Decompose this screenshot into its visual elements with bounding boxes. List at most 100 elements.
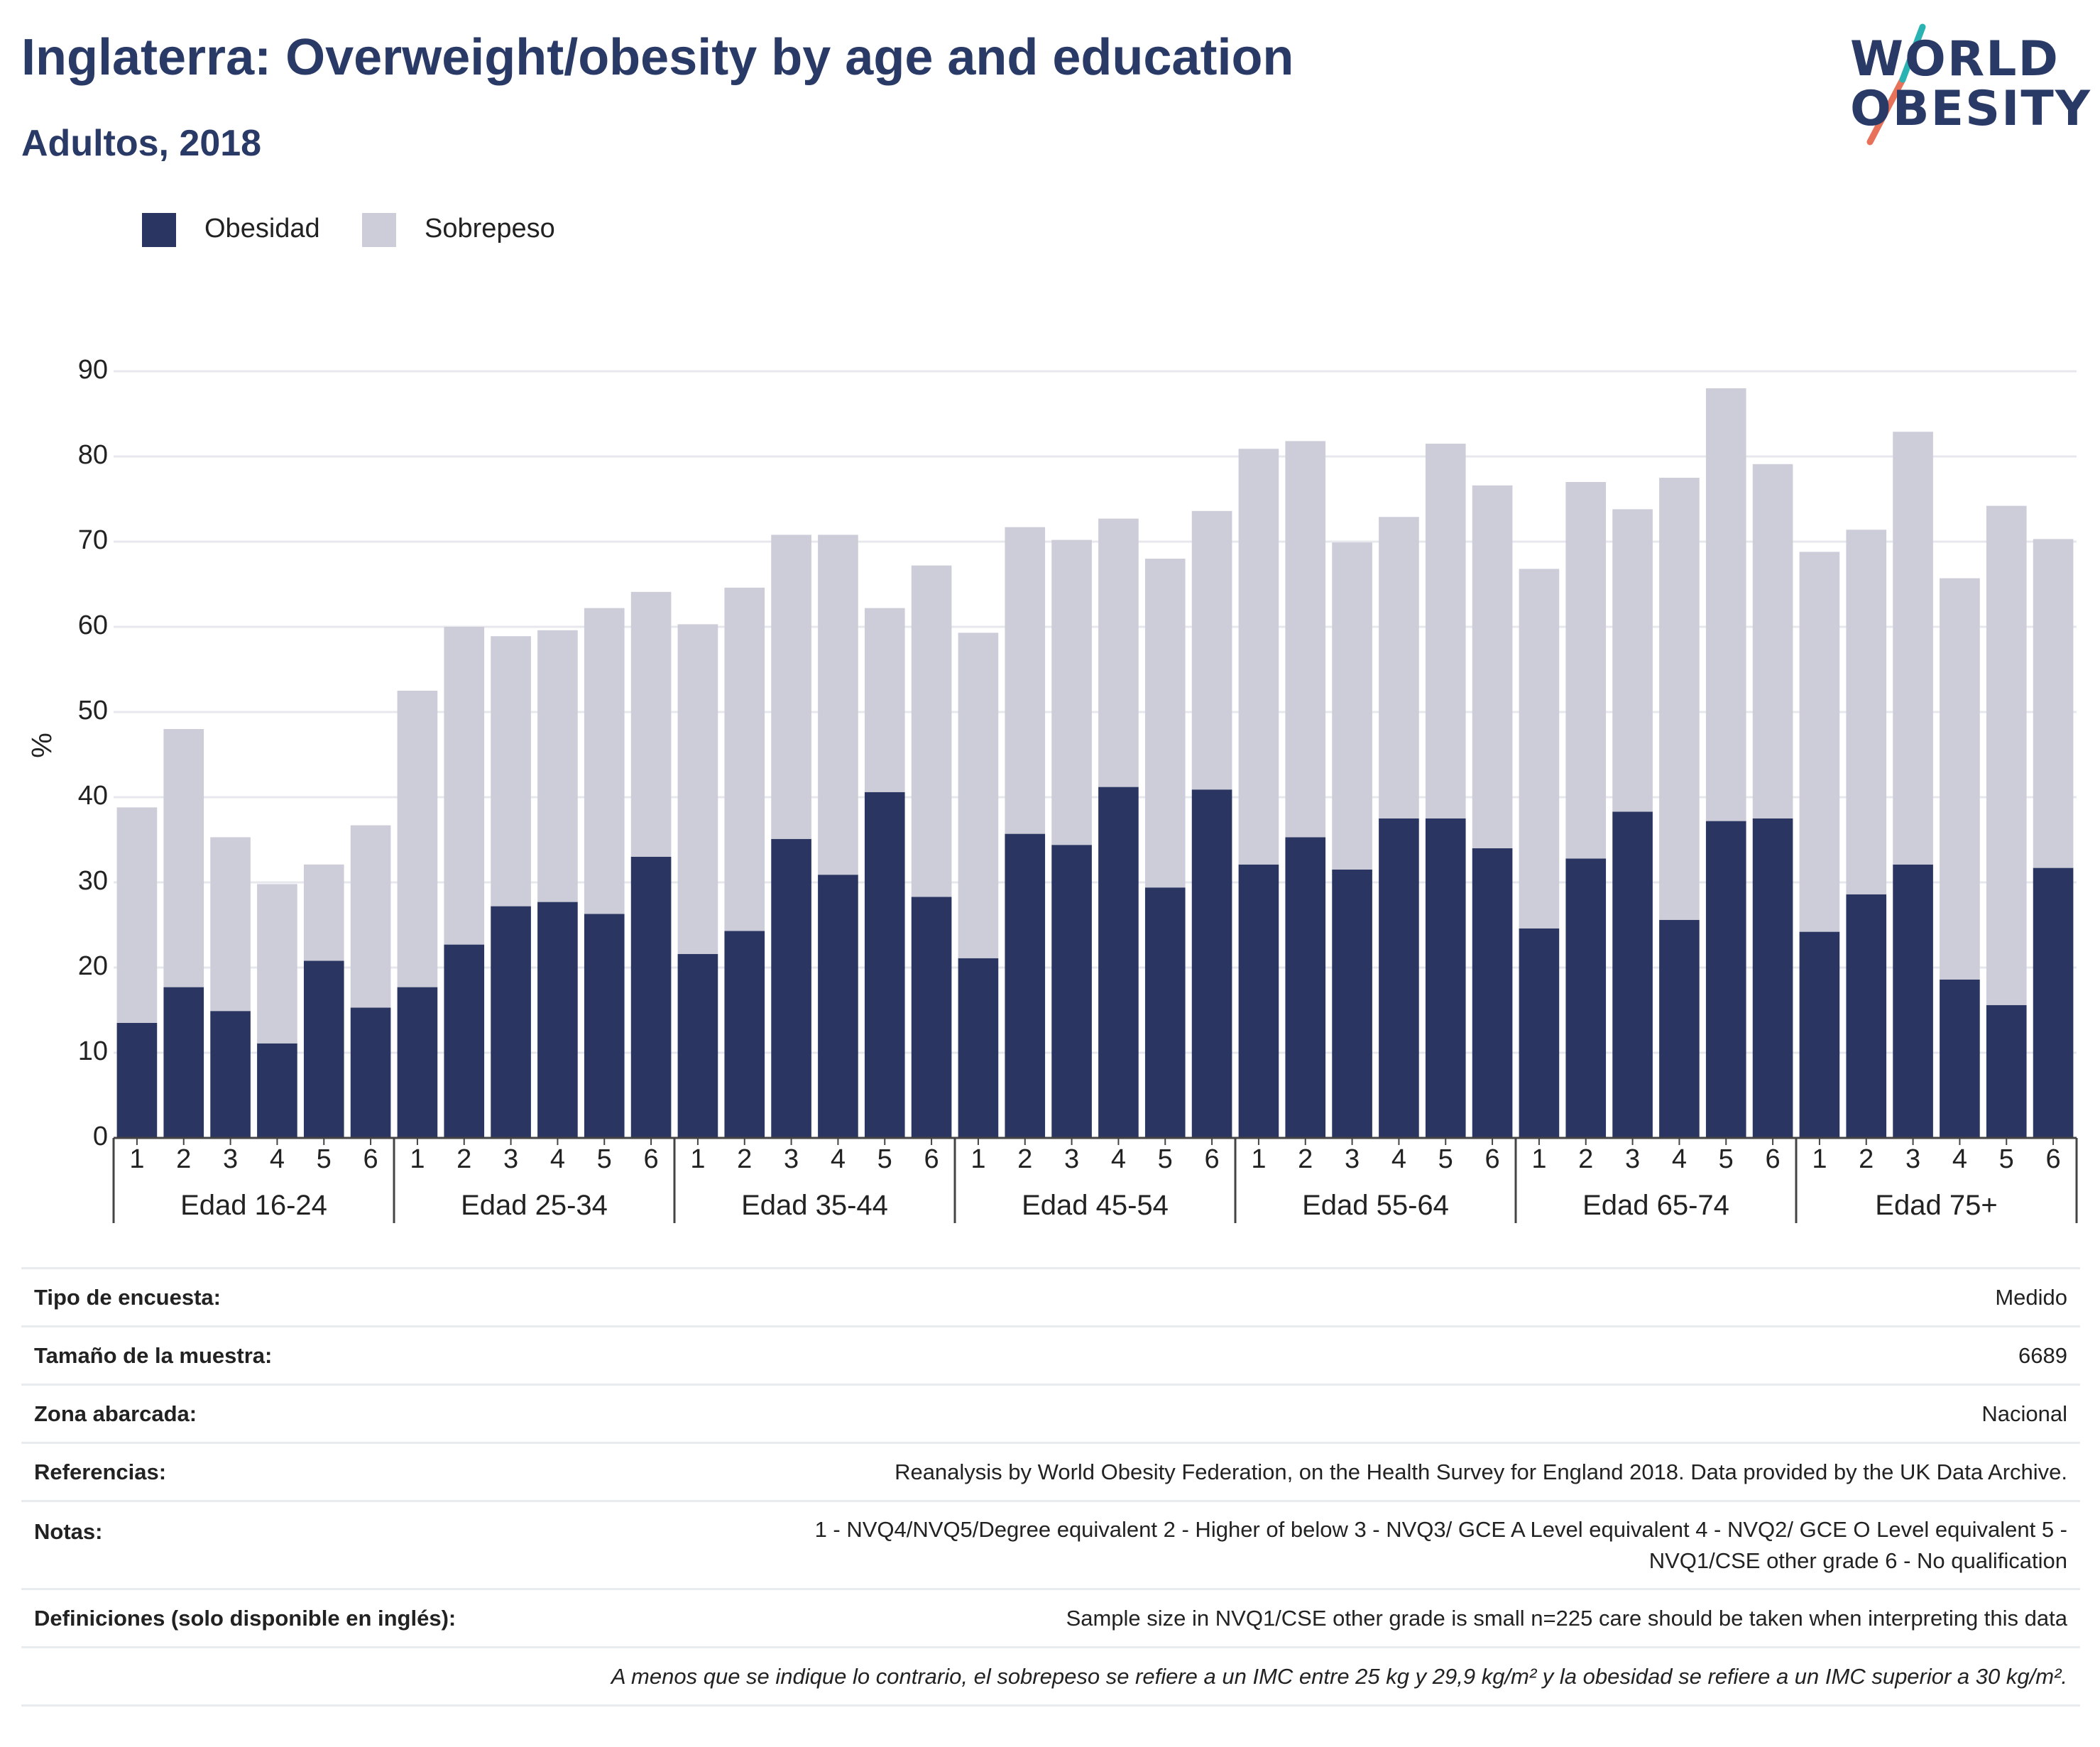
bar-sobrepeso-g3-c6: [911, 565, 952, 897]
x-tick-label: 1: [1531, 1144, 1546, 1174]
x-tick-label: 5: [1719, 1144, 1734, 1174]
x-group-label: Edad 25-34: [461, 1190, 608, 1221]
x-tick-label: 4: [550, 1144, 565, 1174]
y-axis-ticks: 0 10 20 30 40 50 60 70 80 90: [78, 355, 108, 1151]
x-tick-label: 6: [2046, 1144, 2061, 1174]
bar-sobrepeso-g5-c4: [1379, 517, 1419, 818]
bar-obesidad-g5-c6: [1472, 848, 1513, 1138]
bar-obesidad-g6-c2: [1565, 858, 1607, 1138]
info-value: Nacional: [1981, 1401, 2067, 1426]
y-tick-label: 60: [78, 610, 108, 640]
bar-sobrepeso-g5-c2: [1285, 441, 1326, 838]
logo-word-obesity: OBESITY: [1850, 81, 2091, 137]
chart-bars: [116, 388, 2074, 1138]
bar-obesidad-g5-c2: [1285, 837, 1326, 1138]
x-tick-label: 3: [784, 1144, 799, 1174]
footnote: A menos que se indique lo contrario, el …: [611, 1663, 2067, 1689]
info-row-survey-type: Tipo de encuesta: Medido: [21, 1268, 2080, 1327]
bar-sobrepeso-g7-c6: [2033, 539, 2074, 868]
bar-sobrepeso-g7-c4: [1940, 578, 1980, 980]
bar-obesidad-g4-c6: [1191, 789, 1232, 1138]
bar-sobrepeso-g1-c6: [350, 825, 391, 1008]
bar-sobrepeso-g2-c1: [397, 691, 438, 987]
bar-sobrepeso-g2-c4: [537, 630, 578, 902]
x-tick-label: 3: [503, 1144, 518, 1174]
bar-obesidad-g6-c3: [1612, 811, 1653, 1138]
bar-sobrepeso-g1-c1: [116, 807, 158, 1023]
bar-obesidad-g2-c2: [444, 944, 485, 1138]
y-tick-label: 0: [93, 1122, 108, 1151]
y-axis-title: %: [27, 733, 58, 758]
bar-sobrepeso-g4-c2: [1005, 527, 1046, 834]
x-tick-label: 3: [1905, 1144, 1920, 1174]
bar-sobrepeso-g5-c1: [1238, 449, 1279, 865]
info-label: Tamaño de la muestra:: [34, 1342, 273, 1368]
x-group-label: Edad 35-44: [741, 1190, 888, 1221]
info-value: Sample size in NVQ1/CSE other grade is s…: [1066, 1605, 2067, 1631]
bar-sobrepeso-g1-c4: [257, 884, 297, 1044]
notes-line-1: 1 - NVQ4/NVQ5/Degree equivalent 2 - High…: [814, 1517, 2067, 1543]
bar-obesidad-g3-c3: [771, 838, 811, 1138]
bar-sobrepeso-g4-c6: [1191, 510, 1232, 790]
x-tick-label: 2: [176, 1144, 191, 1174]
x-axis: 1 2 3 4 5 6 Edad 16-24 1 2 3 4 5 6 Edad 25-34 1 2 3 4 5 6 Ed…: [112, 1137, 2078, 1223]
bar-obesidad-g2-c3: [491, 906, 531, 1138]
x-group-label: Edad 16-24: [180, 1190, 327, 1221]
bar-obesidad-g2-c5: [584, 914, 625, 1138]
bar-sobrepeso-g3-c4: [818, 535, 858, 875]
bar-obesidad-g4-c5: [1144, 887, 1186, 1138]
bar-sobrepeso-g6-c5: [1705, 388, 1746, 821]
bar-obesidad-g7-c6: [2033, 867, 2074, 1138]
bar-sobrepeso-g5-c6: [1472, 485, 1513, 848]
legend-label-obesidad: Obesidad: [204, 214, 320, 243]
x-tick-label: 2: [737, 1144, 752, 1174]
x-tick-label: 5: [1158, 1144, 1173, 1174]
bar-obesidad-g5-c4: [1379, 818, 1419, 1138]
bar-obesidad-g6-c1: [1519, 928, 1560, 1138]
info-row-definitions: Definiciones (solo disponible en inglés)…: [21, 1589, 2080, 1648]
x-tick-label: 6: [1485, 1144, 1500, 1174]
bar-sobrepeso-g6-c2: [1565, 482, 1607, 859]
x-group-label: Edad 75+: [1875, 1190, 1997, 1221]
info-row-references: Referencias: Reanalysis by World Obesity…: [21, 1442, 2080, 1501]
info-value: Reanalysis by World Obesity Federation, …: [895, 1459, 2067, 1484]
legend-swatch-sobrepeso: [362, 213, 396, 247]
page-title: Inglaterra: Overweight/obesity by age an…: [21, 29, 1294, 86]
x-tick-label: 1: [1812, 1144, 1827, 1174]
info-label: Referencias:: [34, 1459, 167, 1484]
x-tick-label: 3: [1064, 1144, 1079, 1174]
bar-obesidad-g1-c2: [163, 987, 204, 1138]
x-tick-label: 4: [1952, 1144, 1967, 1174]
bar-obesidad-g6-c6: [1752, 818, 1793, 1138]
x-tick-label: 4: [1672, 1144, 1687, 1174]
bar-sobrepeso-g7-c2: [1846, 530, 1887, 894]
bar-sobrepeso-g5-c5: [1425, 444, 1466, 818]
y-tick-label: 40: [78, 781, 108, 811]
x-tick-label: 5: [877, 1144, 892, 1174]
bar-sobrepeso-g6-c6: [1752, 464, 1793, 818]
legend-label-sobrepeso: Sobrepeso: [425, 214, 555, 243]
bar-obesidad-g1-c4: [257, 1043, 297, 1138]
bar-sobrepeso-g1-c3: [210, 837, 251, 1012]
x-tick-label: 5: [317, 1144, 332, 1174]
bar-obesidad-g7-c3: [1893, 864, 1933, 1138]
x-tick-label: 6: [924, 1144, 939, 1174]
y-tick-label: 10: [78, 1036, 108, 1066]
y-tick-label: 20: [78, 951, 108, 981]
x-tick-label: 1: [129, 1144, 144, 1174]
bar-sobrepeso-g7-c5: [1986, 505, 2027, 1005]
bar-obesidad-g7-c4: [1940, 979, 1980, 1138]
bar-obesidad-g3-c5: [864, 792, 905, 1138]
bar-obesidad-g3-c6: [911, 897, 952, 1138]
bar-obesidad-g5-c5: [1425, 818, 1466, 1138]
bar-obesidad-g6-c5: [1705, 821, 1746, 1138]
x-tick-label: 5: [1438, 1144, 1453, 1174]
bar-sobrepeso-g6-c1: [1519, 569, 1560, 929]
bar-sobrepeso-g3-c3: [771, 535, 811, 839]
info-label: Definiciones (solo disponible en inglés)…: [34, 1605, 456, 1631]
bar-sobrepeso-g5-c3: [1332, 542, 1372, 870]
logo-word-world: WORLD: [1850, 31, 2060, 87]
bar-obesidad-g3-c4: [818, 875, 858, 1138]
x-tick-label: 4: [831, 1144, 846, 1174]
